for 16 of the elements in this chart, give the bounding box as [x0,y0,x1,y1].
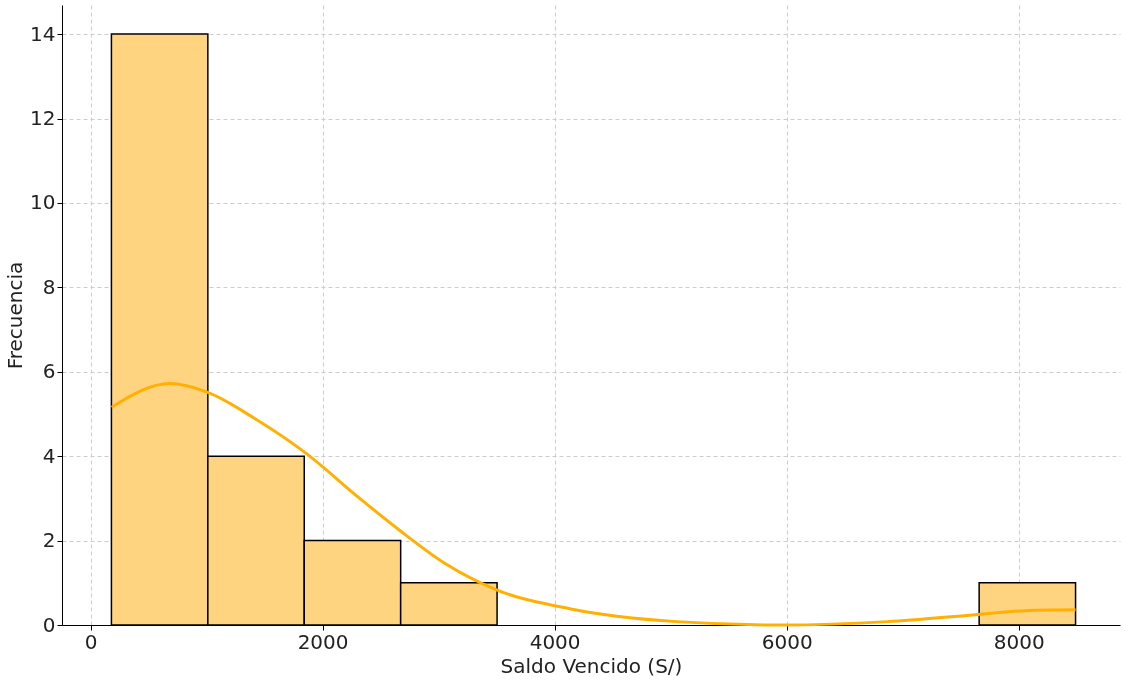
y-tick-label: 0 [42,612,56,637]
y-tick-label: 12 [30,106,56,131]
line-series [110,382,1078,627]
y-axis-title: Frecuencia [3,261,28,370]
x-tick-label: 2000 [297,629,349,654]
y-tick-label: 6 [42,359,56,384]
x-tick-label: 0 [84,629,98,654]
y-tick-label: 2 [42,528,56,553]
y-tick-label: 4 [42,443,56,468]
x-tick-label: 4000 [529,629,581,654]
x-tick-label: 8000 [993,629,1045,654]
y-tick-label: 14 [30,21,56,46]
x-axis-title: Saldo Vencido (S/) [500,653,683,678]
y-tick-label: 8 [42,274,56,299]
y-tick-label: 10 [30,190,56,215]
x-tick-label: 6000 [761,629,813,654]
